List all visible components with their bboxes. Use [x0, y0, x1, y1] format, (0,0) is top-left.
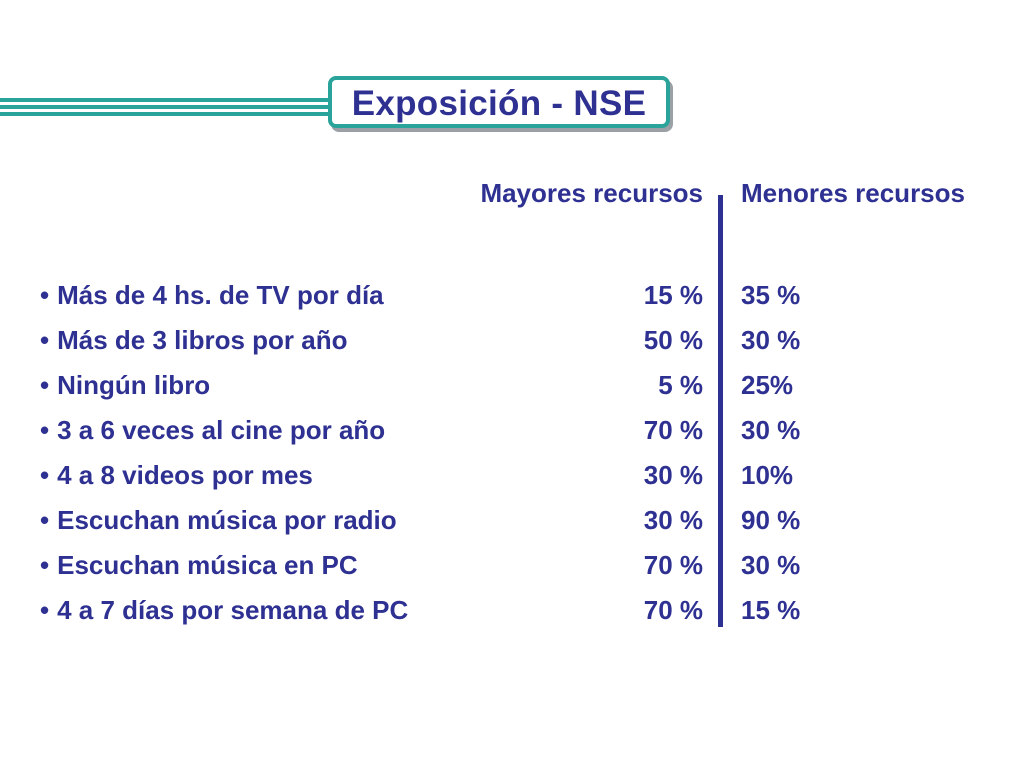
data-rows: • Más de 4 hs. de TV por día 15 % 35 % • M… — [0, 280, 1024, 640]
row-value-minor: 90 % — [741, 505, 801, 535]
row-label: • Escuchan música por radio — [40, 505, 397, 536]
row-value-minor: 10% — [741, 460, 794, 490]
row-label: • Ningún libro — [40, 370, 210, 401]
column-header-minor: Menores recursos — [741, 178, 965, 208]
row-label: • Escuchan música en PC — [40, 550, 358, 581]
row-value-minor: 30 % — [741, 325, 801, 355]
row-value-minor: 30 % — [741, 415, 801, 445]
bullet: • — [40, 505, 50, 535]
title-bar: Exposición - NSE — [0, 76, 1024, 136]
row-value-major: 15 % — [643, 280, 703, 310]
title-rule — [0, 105, 332, 109]
bullet: • — [40, 415, 50, 445]
column-divider — [718, 195, 723, 627]
row-label-text: 3 a 6 veces al cine por año — [57, 415, 386, 445]
row-value-major: 30 % — [643, 505, 703, 535]
bullet: • — [40, 370, 50, 400]
row-label-text: 4 a 8 videos por mes — [57, 460, 313, 490]
row-value-major: 5 % — [658, 370, 703, 400]
row-label: • Más de 4 hs. de TV por día — [40, 280, 384, 311]
table-row: • Más de 4 hs. de TV por día 15 % 35 % — [0, 280, 1024, 325]
row-value-major: 30 % — [643, 460, 703, 490]
bullet: • — [40, 325, 50, 355]
row-label-text: Más de 4 hs. de TV por día — [57, 280, 384, 310]
table-row: • Más de 3 libros por año 50 % 30 % — [0, 325, 1024, 370]
row-label: • 3 a 6 veces al cine por año — [40, 415, 385, 446]
table-row: • 4 a 7 días por semana de PC 70 % 15 % — [0, 595, 1024, 640]
row-label-text: Escuchan música por radio — [57, 505, 397, 535]
row-value-minor: 15 % — [741, 595, 801, 625]
bullet: • — [40, 460, 50, 490]
row-label-text: Más de 3 libros por año — [57, 325, 348, 355]
row-label: • Más de 3 libros por año — [40, 325, 348, 356]
row-label-text: 4 a 7 días por semana de PC — [57, 595, 409, 625]
table-row: • 4 a 8 videos por mes 30 % 10% — [0, 460, 1024, 505]
title-rule — [0, 98, 332, 102]
bullet: • — [40, 550, 50, 580]
row-label-text: Escuchan música en PC — [57, 550, 358, 580]
table-row: • Ningún libro 5 % 25% — [0, 370, 1024, 415]
row-value-major: 70 % — [643, 595, 703, 625]
row-label: • 4 a 7 días por semana de PC — [40, 595, 408, 626]
row-value-minor: 25% — [741, 370, 794, 400]
row-value-major: 70 % — [643, 550, 703, 580]
table-row: • Escuchan música en PC 70 % 30 % — [0, 550, 1024, 595]
row-value-minor: 30 % — [741, 550, 801, 580]
row-value-major: 50 % — [643, 325, 703, 355]
column-header-major: Mayores recursos — [480, 178, 703, 208]
bullet: • — [40, 595, 50, 625]
row-value-major: 70 % — [643, 415, 703, 445]
table-row: • Escuchan música por radio 30 % 90 % — [0, 505, 1024, 550]
row-label-text: Ningún libro — [57, 370, 211, 400]
row-value-minor: 35 % — [741, 280, 801, 310]
bullet: • — [40, 280, 50, 310]
page-title: Exposición - NSE — [351, 84, 647, 123]
table-row: • 3 a 6 veces al cine por año 70 % 30 % — [0, 415, 1024, 460]
title-box: Exposición - NSE — [328, 76, 670, 128]
row-label: • 4 a 8 videos por mes — [40, 460, 313, 491]
title-rule — [0, 112, 332, 116]
